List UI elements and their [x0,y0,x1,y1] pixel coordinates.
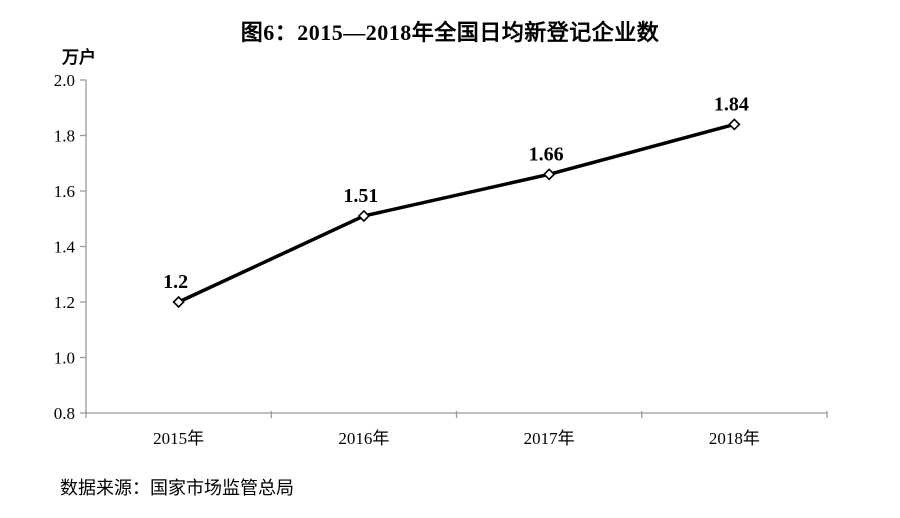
data-point-label: 1.84 [714,93,749,115]
line-chart: 2.0 1.8 1.6 1.4 1.2 1.0 0.8 2015年 2016年 2017年 2018… [54,71,828,448]
chart-title: 图6：2015—2018年全国日均新登记企业数 [240,20,660,45]
data-source-note: 数据来源：国家市场监管总局 [60,478,294,498]
series-line [176,122,737,304]
data-point-label: 1.51 [343,185,378,207]
y-tick-label: 2.0 [54,71,75,90]
data-point-label: 1.66 [529,143,564,165]
data-point-label: 1.2 [163,271,188,293]
x-tick-label: 2015年 [153,429,204,448]
data-point-marker [357,209,371,223]
y-axis-unit-label: 万户 [62,48,96,67]
y-tick-label: 1.8 [54,127,75,146]
y-tick-label: 0.8 [54,404,75,423]
x-tick-label: 2018年 [709,429,760,448]
data-point-marker [728,118,741,131]
y-tick-label: 1.4 [54,238,76,257]
x-tick-label: 2016年 [338,429,389,448]
y-tick-label: 1.0 [54,349,75,368]
y-tick-label: 1.6 [54,182,75,201]
data-point-marker [172,295,185,309]
y-tick-label: 1.2 [54,293,75,312]
data-point-marker [542,168,556,181]
x-tick-label: 2017年 [524,429,575,448]
